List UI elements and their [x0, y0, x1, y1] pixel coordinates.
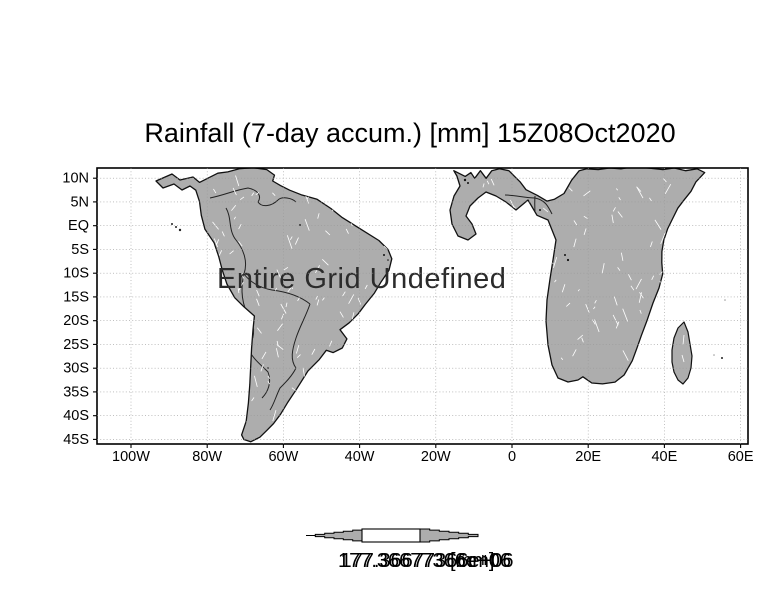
svg-text:20S: 20S [63, 313, 89, 329]
svg-text:15S: 15S [63, 289, 89, 305]
svg-text:80W: 80W [192, 449, 222, 465]
svg-text:0: 0 [508, 449, 516, 465]
svg-text:EQ: EQ [68, 218, 89, 234]
svg-text:5S: 5S [71, 242, 89, 258]
svg-text:10N: 10N [62, 171, 89, 187]
svg-text:25S: 25S [63, 337, 89, 353]
svg-text:[mm]: [mm] [450, 550, 494, 572]
svg-text:60E: 60E [728, 449, 754, 465]
svg-text:20E: 20E [575, 449, 601, 465]
svg-text:10S: 10S [63, 266, 89, 282]
svg-text:60W: 60W [268, 449, 298, 465]
svg-text:100W: 100W [112, 449, 150, 465]
svg-text:30S: 30S [63, 361, 89, 377]
svg-text:35S: 35S [63, 384, 89, 400]
svg-text:45S: 45S [63, 432, 89, 448]
svg-text:5N: 5N [70, 194, 89, 210]
svg-text:20W: 20W [421, 449, 451, 465]
svg-text:40S: 40S [63, 408, 89, 424]
svg-text:40W: 40W [345, 449, 375, 465]
svg-text:Entire Grid Undefined: Entire Grid Undefined [217, 263, 506, 295]
svg-text:Rainfall (7-day accum.) [mm] 1: Rainfall (7-day accum.) [mm] 15Z08Oct202… [144, 118, 675, 148]
svg-text:40E: 40E [651, 449, 677, 465]
